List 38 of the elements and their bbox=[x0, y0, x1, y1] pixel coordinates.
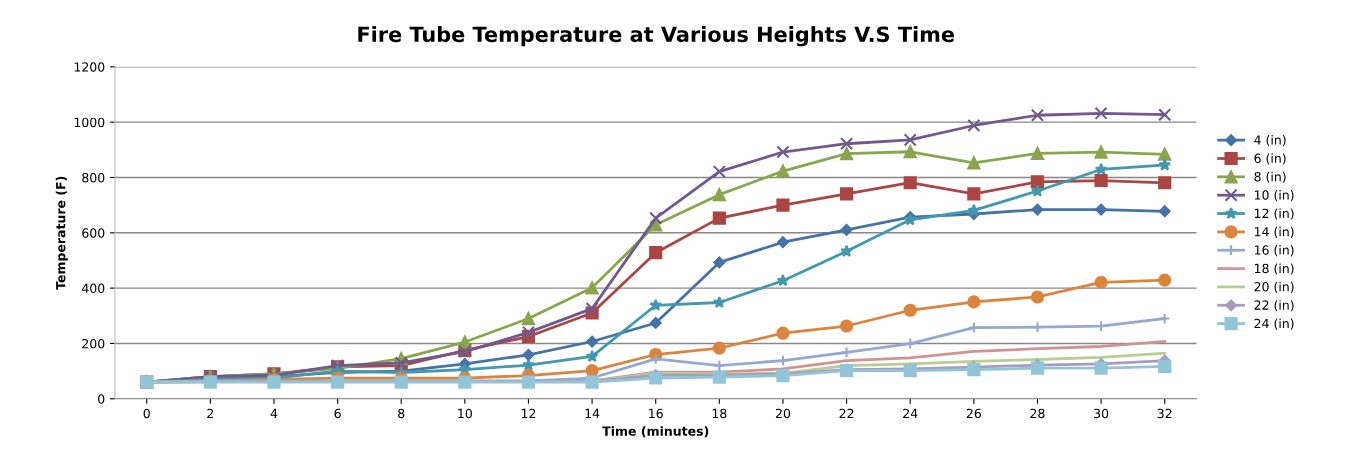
x-tick-label: 28 bbox=[1030, 408, 1045, 419]
legend-label: 14 (in) bbox=[1254, 226, 1294, 238]
legend-label: 4 (in) bbox=[1254, 135, 1286, 147]
x-tick-label: 0 bbox=[143, 408, 150, 419]
legend-label: 24 (in) bbox=[1254, 318, 1294, 330]
x-tick-label: 10 bbox=[458, 408, 472, 419]
y-tick-label: 1200 bbox=[74, 62, 105, 72]
x-tick-label: 18 bbox=[712, 408, 727, 419]
legend-label: 8 (in) bbox=[1254, 171, 1286, 183]
y-tick-label: 800 bbox=[82, 172, 105, 183]
legend-label: 20 (in) bbox=[1254, 281, 1294, 293]
x-tick-label: 30 bbox=[1094, 408, 1109, 419]
y-tick-label: 1000 bbox=[74, 117, 105, 128]
x-tick-label: 32 bbox=[1157, 408, 1172, 419]
x-tick-label: 4 bbox=[270, 408, 278, 418]
x-tick-label: 6 bbox=[334, 408, 341, 419]
legend-label: 18 (in) bbox=[1254, 263, 1294, 275]
legend-label: 12 (in) bbox=[1254, 208, 1294, 220]
y-tick-label: 0 bbox=[98, 394, 105, 404]
x-tick-label: 24 bbox=[903, 408, 918, 418]
x-tick-label: 16 bbox=[649, 408, 663, 419]
legend-label: 22 (in) bbox=[1254, 300, 1294, 312]
y-tick-label: 400 bbox=[81, 283, 105, 294]
x-tick-label: 8 bbox=[398, 408, 405, 419]
x-tick-label: 22 bbox=[839, 408, 854, 418]
chart-title: Fire Tube Temperature at Various Heights V.S Time bbox=[358, 26, 954, 47]
x-tick-label: 20 bbox=[775, 408, 791, 419]
y-tick-label: 200 bbox=[82, 338, 105, 349]
x-axis-title: Time (minutes) bbox=[602, 426, 709, 438]
y-axis-title: Temperature (F) bbox=[55, 176, 68, 290]
legend-label: 6 (in) bbox=[1254, 153, 1286, 165]
x-tick-label: 14 bbox=[585, 408, 600, 418]
y-tick-label: 600 bbox=[82, 228, 105, 238]
x-tick-label: 12 bbox=[521, 408, 536, 418]
legend-label: 16 (in) bbox=[1254, 245, 1294, 257]
x-tick-label: 26 bbox=[966, 408, 981, 419]
x-tick-label: 2 bbox=[207, 408, 214, 418]
legend-label: 10 (in) bbox=[1254, 190, 1294, 202]
